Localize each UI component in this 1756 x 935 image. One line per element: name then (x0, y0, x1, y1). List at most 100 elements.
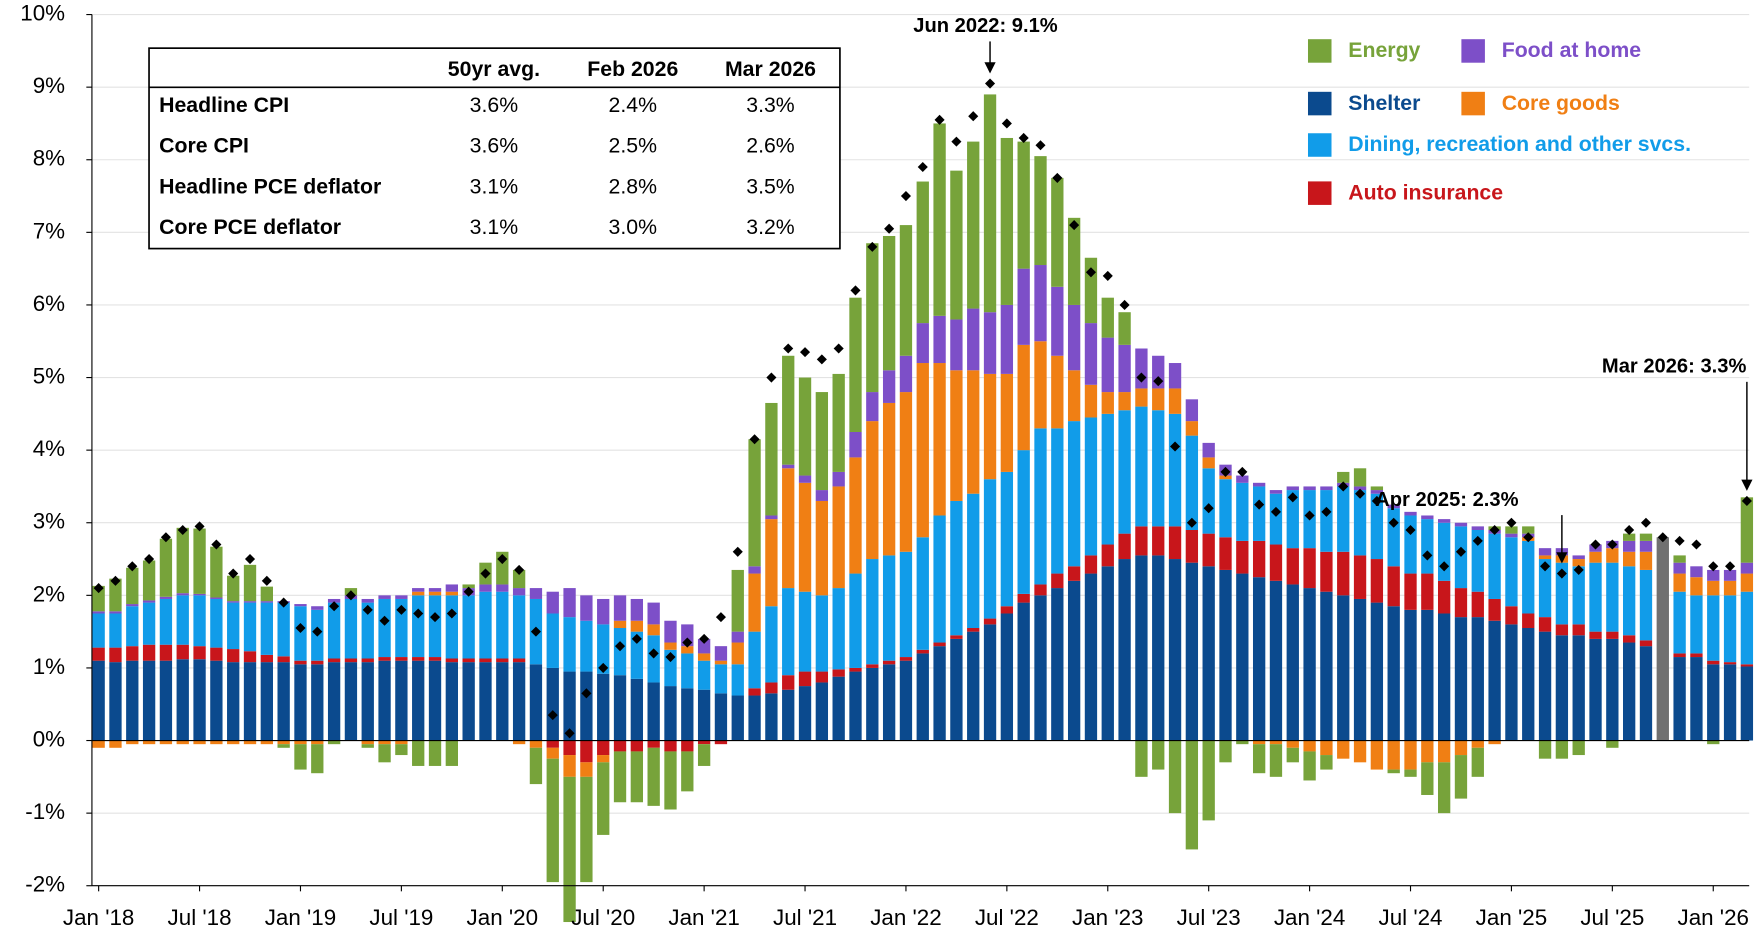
bar-segment (647, 740, 660, 748)
bar-segment (1202, 468, 1215, 534)
bar-segment (1067, 304, 1081, 371)
headline-marker (1573, 564, 1584, 575)
x-tick-label: Jan '26 (1678, 905, 1749, 930)
bar-segment (563, 776, 576, 923)
headline-marker (345, 590, 356, 601)
bar-segment (563, 755, 576, 777)
bar-segment (1471, 617, 1484, 741)
bar-segment (664, 740, 677, 752)
bar-segment (1572, 635, 1585, 741)
headline-marker (917, 161, 928, 173)
bar-segment (1135, 406, 1148, 527)
table-box (148, 47, 841, 250)
bar-segment (967, 631, 980, 741)
bar-segment (832, 471, 845, 487)
bar-segment (395, 740, 408, 745)
headline-marker (900, 191, 911, 202)
bar-segment (327, 662, 341, 741)
bar-segment (1269, 580, 1283, 741)
bar-segment (1202, 442, 1215, 458)
bar-segment (1185, 399, 1199, 422)
bar-segment (210, 546, 223, 598)
bar-segment (496, 584, 509, 592)
bar-segment (731, 642, 744, 665)
table-header: Mar 2026 (725, 57, 816, 81)
bar-segment (765, 693, 778, 741)
bar-segment (748, 688, 761, 696)
bar-segment (1690, 566, 1703, 578)
bar-segment (967, 141, 980, 309)
bar-segment (311, 606, 324, 610)
bar-segment (1387, 769, 1400, 774)
bar-segment (832, 676, 845, 741)
bar-segment (647, 635, 660, 683)
y-tick-label: 9% (33, 73, 65, 98)
table-cell: 2.5% (609, 133, 658, 157)
bar-segment (92, 660, 105, 741)
headline-marker (1691, 539, 1702, 550)
bar-segment (1606, 548, 1619, 563)
headline-marker (1607, 539, 1618, 550)
bar-segment (344, 662, 358, 741)
bar-segment (765, 515, 778, 520)
bar-segment (950, 370, 963, 501)
table-cell: 2.8% (609, 175, 658, 199)
bar-segment (1572, 555, 1585, 560)
legend-swatch (1307, 39, 1332, 63)
bar-segment (1118, 533, 1131, 560)
headline-marker (816, 354, 827, 365)
bar-segment (748, 566, 761, 574)
bar-segment (395, 744, 408, 756)
bar-segment (294, 740, 307, 745)
bar-segment (1740, 497, 1754, 563)
bar-segment (1084, 417, 1098, 556)
bar-segment (344, 658, 358, 663)
headline-marker (1590, 539, 1601, 550)
bar-segment (1437, 740, 1451, 763)
headline-marker (312, 626, 323, 637)
bar-segment (1522, 613, 1535, 629)
bar-segment (714, 693, 728, 741)
bar-segment (1707, 740, 1720, 745)
headline-marker (665, 652, 676, 663)
bar-segment (1084, 555, 1098, 574)
bar-segment (1538, 559, 1552, 618)
table-cell: 3.0% (609, 215, 658, 239)
bar-segment (1404, 609, 1417, 741)
bar-segment (294, 660, 307, 665)
bar-segment (1404, 515, 1417, 574)
bar-segment (647, 602, 660, 625)
bar-segment (815, 392, 829, 491)
bar-segment (126, 604, 139, 607)
x-tick-label: Jul '21 (773, 905, 837, 930)
bar-segment (731, 631, 744, 643)
bar-segment (1387, 508, 1400, 567)
bar-segment (395, 595, 408, 599)
bar-segment (1723, 595, 1737, 663)
x-tick-label: Jan '23 (1072, 905, 1143, 930)
bar-segment (92, 611, 105, 614)
bar-segment (445, 591, 459, 596)
bar-segment (1168, 559, 1182, 741)
bar-segment (630, 631, 644, 679)
legend-label: Auto insurance (1348, 180, 1503, 204)
bar-segment (916, 181, 929, 324)
bar-segment (327, 602, 341, 659)
bar-segment (1555, 635, 1569, 741)
headline-marker (749, 434, 760, 445)
bar-segment (630, 598, 644, 621)
x-tick-label: Jul '22 (975, 905, 1039, 930)
bar-segment (479, 584, 492, 592)
bar-segment (1236, 482, 1249, 541)
bar-segment (950, 638, 963, 741)
bar-segment (1639, 533, 1653, 541)
bar-segment (1740, 573, 1754, 592)
bar-segment (748, 573, 761, 632)
bar-segment (412, 660, 425, 741)
bar-segment (512, 569, 526, 589)
bar-segment (714, 660, 728, 665)
headline-marker (1153, 376, 1164, 387)
bar-segment (327, 598, 341, 603)
bar-segment (1168, 388, 1182, 414)
bar-segment (882, 664, 896, 741)
